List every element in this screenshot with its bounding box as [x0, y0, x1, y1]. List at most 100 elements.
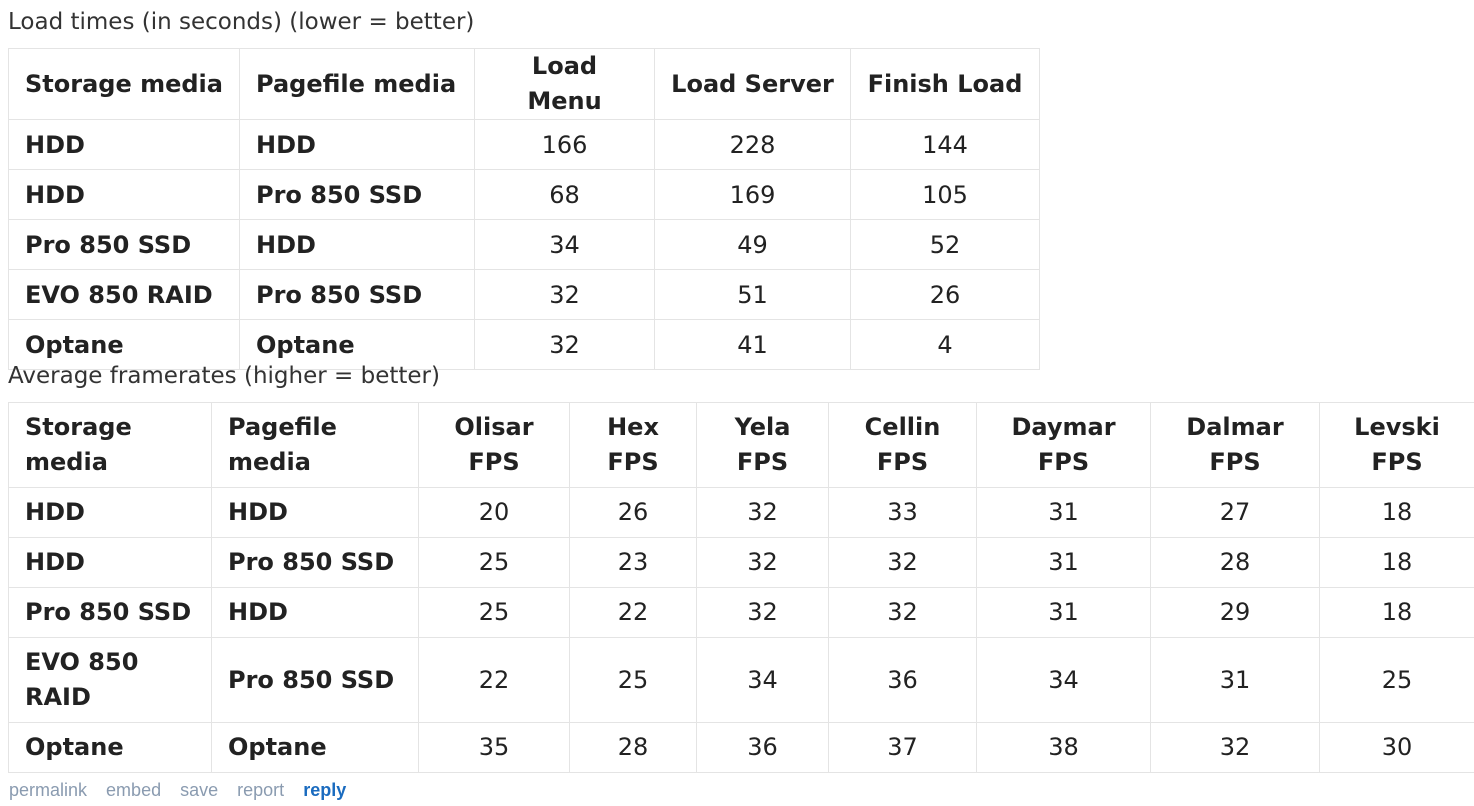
reply-link[interactable]: reply: [303, 780, 347, 800]
column-header: Olisar FPS: [418, 402, 570, 488]
table-cell: 20: [418, 487, 570, 538]
column-header: Levski FPS: [1319, 402, 1474, 488]
table-cell: Pro 850 SSD: [8, 219, 240, 270]
column-header: Load Server: [654, 48, 851, 120]
table-row: Optane Optane 32 41 4: [8, 319, 1040, 370]
column-header-line: media: [228, 448, 311, 476]
table-cell: 169: [654, 169, 851, 220]
embed-link[interactable]: embed: [106, 780, 162, 800]
table-cell: 32: [696, 487, 829, 538]
table-row: HDD Pro 850 SSD 25 23 32 32 31 28 18: [8, 537, 1474, 588]
column-header-line: FPS: [607, 448, 659, 476]
table-cell: 36: [696, 722, 829, 773]
table-row: HDD HDD 166 228 144: [8, 119, 1040, 170]
table-cell: 4: [850, 319, 1040, 370]
table-cell: Optane: [211, 722, 419, 773]
framerates-title: Average framerates (higher = better): [8, 363, 440, 389]
column-header: Pagefile media: [239, 48, 475, 120]
table-cell: 22: [418, 637, 570, 723]
table-cell: 38: [976, 722, 1151, 773]
table-cell: 32: [696, 537, 829, 588]
table-cell: 34: [474, 219, 655, 270]
column-header-line: FPS: [736, 448, 789, 476]
table-cell-line: HDD: [25, 498, 85, 526]
column-header: Storage media: [8, 402, 212, 488]
column-header-line: Hex: [607, 413, 659, 441]
table-cell: 27: [1150, 487, 1320, 538]
report-link[interactable]: report: [237, 780, 285, 800]
table-cell-line: HDD: [25, 548, 85, 576]
table-cell: Optane: [8, 319, 240, 370]
load-times-title: Load times (in seconds) (lower = better): [8, 9, 475, 35]
column-header: Hex FPS: [569, 402, 697, 488]
column-header: Load Menu: [474, 48, 655, 120]
table-cell: 18: [1319, 587, 1474, 638]
table-cell: 33: [828, 487, 977, 538]
table-cell: 41: [654, 319, 851, 370]
column-header-line: Storage: [25, 413, 132, 441]
table-cell: 32: [828, 587, 977, 638]
table-cell: 32: [474, 269, 655, 320]
table-cell: 32: [828, 537, 977, 588]
table-cell: 144: [850, 119, 1040, 170]
table-cell: Pro 850 SSD: [8, 587, 212, 638]
table-cell: EVO 850 RAID: [8, 269, 240, 320]
table-cell: 31: [976, 487, 1151, 538]
table-row: Pro 850 SSD HDD 34 49 52: [8, 219, 1040, 270]
table-cell-line: RAID: [25, 683, 91, 711]
table-cell: 36: [828, 637, 977, 723]
table-cell: Optane: [8, 722, 212, 773]
column-header-line: Daymar: [1011, 413, 1116, 441]
table-cell: 32: [696, 587, 829, 638]
column-header: Finish Load: [850, 48, 1040, 120]
table-cell: 31: [976, 587, 1151, 638]
table-cell: 26: [850, 269, 1040, 320]
column-header-line: Levski: [1354, 413, 1440, 441]
table-cell: 30: [1319, 722, 1474, 773]
permalink-link[interactable]: permalink: [9, 780, 88, 800]
column-header-line: FPS: [1209, 448, 1261, 476]
table-cell: 166: [474, 119, 655, 170]
table-cell-line: Optane: [25, 733, 124, 761]
column-header-line: Olisar: [454, 413, 534, 441]
column-header-line: FPS: [468, 448, 520, 476]
column-header: Cellin FPS: [828, 402, 977, 488]
table-cell: 35: [418, 722, 570, 773]
table-cell: 18: [1319, 537, 1474, 588]
table-cell: Pro 850 SSD: [211, 537, 419, 588]
column-header: Storage media: [8, 48, 240, 120]
table-cell-line: Pro 850 SSD: [25, 598, 192, 626]
table-cell: Optane: [239, 319, 475, 370]
table-row: EVO 850 RAID Pro 850 SSD 22 25 34 36 34 31 25: [8, 637, 1474, 723]
table-cell: 25: [569, 637, 697, 723]
table-row: Optane Optane 35 28 36 37 38 32 30: [8, 722, 1474, 773]
table-cell: HDD: [239, 219, 475, 270]
table-cell: 25: [1319, 637, 1474, 723]
save-link[interactable]: save: [180, 780, 219, 800]
table-cell: 52: [850, 219, 1040, 270]
column-header: Yela FPS: [696, 402, 829, 488]
table-cell: HDD: [239, 119, 475, 170]
table-cell-line: EVO 850: [25, 648, 139, 676]
table-header-row: Storage media Pagefile media Load Menu L…: [8, 48, 1040, 120]
table-header-row: Storage media Pagefile media Olisar FPS Hex FPS…: [8, 402, 1474, 488]
table-cell: EVO 850 RAID: [8, 637, 212, 723]
column-header-line: FPS: [876, 448, 929, 476]
table-row: HDD HDD 20 26 32 33 31 27 18: [8, 487, 1474, 538]
table-cell: 31: [976, 537, 1151, 588]
table-row: HDD Pro 850 SSD 68 169 105: [8, 169, 1040, 220]
table-cell: 37: [828, 722, 977, 773]
table-cell: 51: [654, 269, 851, 320]
comment-actions: permalink embed save report reply: [9, 780, 360, 801]
table-cell: 29: [1150, 587, 1320, 638]
table-cell: Pro 850 SSD: [239, 269, 475, 320]
table-cell: 49: [654, 219, 851, 270]
table-cell: 32: [474, 319, 655, 370]
column-header-line: Pagefile: [228, 413, 337, 441]
table-cell: Pro 850 SSD: [239, 169, 475, 220]
column-header-line: Dalmar: [1186, 413, 1284, 441]
table-cell: Pro 850 SSD: [211, 637, 419, 723]
table-cell: 228: [654, 119, 851, 170]
column-header-line: FPS: [1037, 448, 1090, 476]
column-header-line: Yela: [734, 413, 791, 441]
